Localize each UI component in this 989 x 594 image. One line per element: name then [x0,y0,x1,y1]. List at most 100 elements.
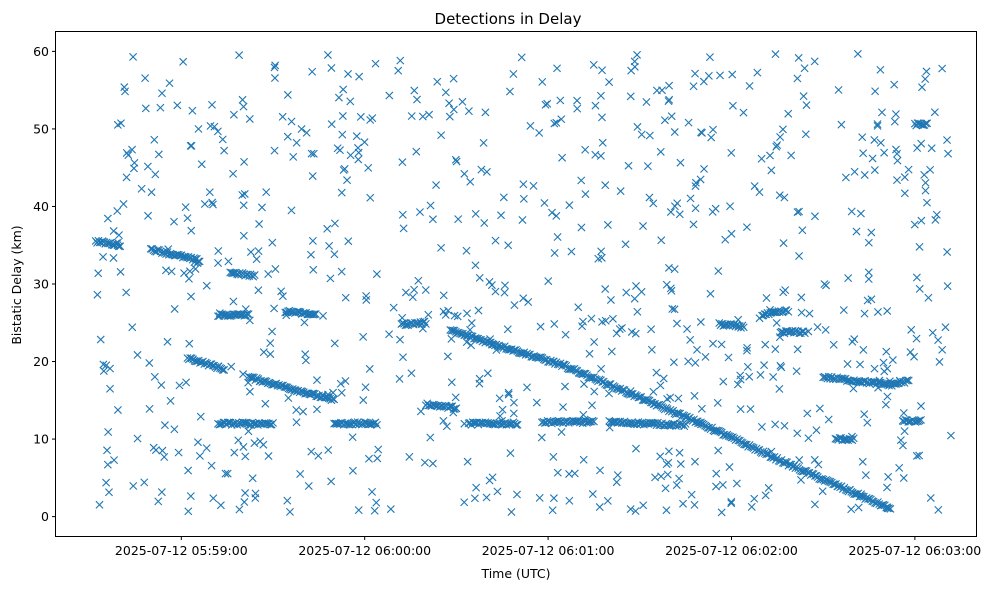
clutter-point [481,108,490,117]
track-point [449,405,458,414]
clutter-point [339,85,348,94]
clutter-point [154,150,163,159]
clutter-point [396,335,405,344]
clutter-point [664,447,673,456]
clutter-point [141,74,150,83]
clutter-point [460,498,469,507]
clutter-point [601,181,610,190]
track-point [739,323,748,332]
clutter-point [99,367,108,376]
clutter-point [445,99,454,108]
clutter-point [432,181,441,190]
clutter-point [501,281,509,290]
clutter-point [337,188,346,197]
clutter-point [733,380,742,389]
y-tick-label: 30 [33,277,49,292]
clutter-point [336,379,345,388]
clutter-point [141,104,150,113]
clutter-point [910,352,919,361]
clutter-point [270,304,279,313]
clutter-point [535,493,544,502]
clutter-point [906,348,915,357]
clutter-point [717,340,726,349]
clutter-point [407,112,416,121]
clutter-point [197,160,206,169]
clutter-point [750,182,759,191]
clutter-point [207,461,216,470]
clutter-point [728,101,737,110]
clutter-point [128,145,137,154]
clutter-point [621,240,630,249]
clutter-point [850,335,859,344]
track-point [512,420,521,429]
clutter-point [398,158,407,167]
clutter-point [364,454,373,463]
clutter-point [757,422,766,431]
clutter-point [408,293,417,302]
track-point [269,418,277,427]
clutter-point [793,74,802,83]
clutter-point [814,460,823,469]
clutter-point [660,116,669,125]
clutter-point [444,306,453,315]
clutter-point [691,182,700,191]
clutter-point [213,127,222,136]
clutter-point [410,285,419,294]
track-point [904,376,913,385]
track-point [243,309,252,318]
clutter-point [329,388,338,397]
clutter-point [884,472,893,481]
clutter-point [252,255,261,264]
clutter-point [359,332,368,341]
clutter-point [818,487,827,496]
track-point [849,434,858,443]
clutter-point [184,507,193,516]
clutter-point [873,307,882,316]
clutter-point [672,319,681,328]
clutter-point [565,201,574,210]
clutter-point [627,66,636,75]
clutter-point [637,287,646,296]
clutter-point [287,206,296,215]
clutter-point [727,497,736,506]
clutter-point [186,492,195,501]
clutter-point [810,212,819,221]
clutter-point [777,363,786,372]
clutter-point [482,167,491,176]
track-point [727,433,736,442]
clutter-point [868,154,877,163]
clutter-point [410,86,419,95]
track-point [859,492,868,501]
track-point [916,415,925,424]
clutter-point [116,267,125,276]
clutter-point [663,470,672,479]
clutter-point [626,505,635,514]
clutter-point [567,247,576,256]
clutter-point [483,369,492,378]
track-point [116,242,125,251]
clutter-point [325,241,334,250]
clutter-point [728,70,737,79]
clutter-point [605,389,613,398]
clutter-point [467,319,476,328]
clutter-point [548,208,556,217]
clutter-point [354,506,363,515]
clutter-point [154,497,163,506]
track-point [781,306,790,315]
clutter-point [596,151,605,160]
clutter-point [292,138,301,147]
x-tick-label: 2025-07-12 05:59:00 [115,543,248,558]
clutter-point [330,219,339,228]
clutter-point [348,466,357,475]
clutter-point [229,169,238,178]
clutter-point [354,155,363,164]
clutter-point [129,481,138,490]
clutter-point [876,65,885,74]
clutter-point [880,148,889,157]
clutter-point [443,352,452,361]
clutter-point [509,69,518,78]
clutter-point [170,425,179,434]
clutter-point [451,393,460,402]
clutter-point [413,95,421,104]
clutter-point [558,153,567,162]
